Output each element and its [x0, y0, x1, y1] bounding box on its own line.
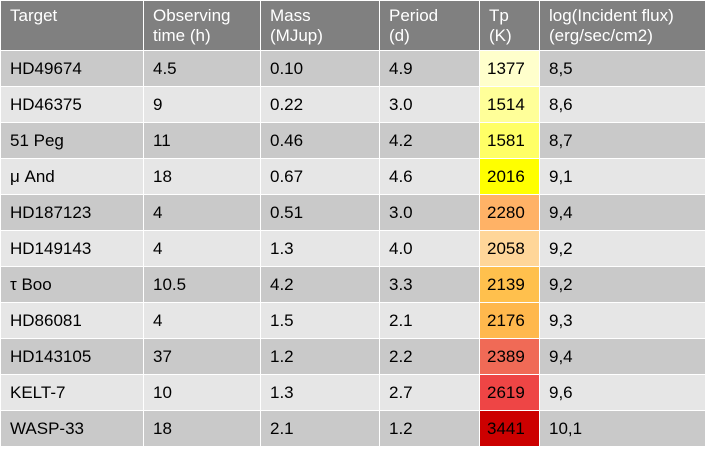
cell-target: HD86081: [0, 302, 144, 339]
cell-mass: 1.2: [260, 338, 380, 375]
cell-period: 4.0: [379, 230, 480, 267]
table-body: HD49674 4.5 0.10 4.9 1377 8,5 HD46375 9 0.22 3.0 1…: [0, 50, 705, 447]
cell-mass: 0.10: [260, 50, 380, 87]
cell-incident-flux: 8,7: [539, 122, 705, 159]
cell-tp: 2139: [479, 266, 540, 303]
cell-incident-flux: 8,5: [539, 50, 705, 87]
table-row: τ Boo 10.5 4.2 3.3 2139 9,2: [0, 266, 705, 303]
cell-observing-time: 4.5: [143, 50, 261, 87]
cell-target: μ And: [0, 158, 144, 195]
cell-mass: 1.3: [260, 230, 380, 267]
cell-mass: 0.67: [260, 158, 380, 195]
cell-tp: 2619: [479, 374, 540, 411]
header-incident-flux: log(Incident flux) (erg/sec/cm2): [539, 0, 705, 51]
cell-incident-flux: 9,2: [539, 230, 705, 267]
cell-observing-time: 4: [143, 230, 261, 267]
cell-target: 51 Peg: [0, 122, 144, 159]
header-tp: Tp (K): [479, 0, 540, 51]
cell-mass: 0.51: [260, 194, 380, 231]
header-target: Target: [0, 0, 144, 51]
table-row: KELT-7 10 1.3 2.7 2619 9,6: [0, 374, 705, 411]
table-row: WASP-33 18 2.1 1.2 3441 10,1: [0, 410, 705, 447]
cell-target: HD143105: [0, 338, 144, 375]
table-row: HD86081 4 1.5 2.1 2176 9,3: [0, 302, 705, 339]
cell-target: HD149143: [0, 230, 144, 267]
cell-period: 3.3: [379, 266, 480, 303]
cell-observing-time: 37: [143, 338, 261, 375]
cell-tp: 2016: [479, 158, 540, 195]
cell-observing-time: 11: [143, 122, 261, 159]
cell-period: 2.7: [379, 374, 480, 411]
cell-target: τ Boo: [0, 266, 144, 303]
cell-incident-flux: 8,6: [539, 86, 705, 123]
cell-period: 3.0: [379, 86, 480, 123]
table-row: HD46375 9 0.22 3.0 1514 8,6: [0, 86, 705, 123]
header-row: Target Observing time (h) Mass (MJup) Peri…: [0, 0, 705, 51]
cell-period: 2.2: [379, 338, 480, 375]
cell-period: 4.9: [379, 50, 480, 87]
table-row: HD187123 4 0.51 3.0 2280 9,4: [0, 194, 705, 231]
cell-target: HD49674: [0, 50, 144, 87]
cell-mass: 0.22: [260, 86, 380, 123]
header-mass: Mass (MJup): [260, 0, 380, 51]
cell-incident-flux: 9,1: [539, 158, 705, 195]
header-observing-time: Observing time (h): [143, 0, 261, 51]
cell-tp: 1581: [479, 122, 540, 159]
cell-target: HD46375: [0, 86, 144, 123]
cell-observing-time: 10.5: [143, 266, 261, 303]
cell-mass: 4.2: [260, 266, 380, 303]
cell-observing-time: 4: [143, 194, 261, 231]
cell-incident-flux: 9,6: [539, 374, 705, 411]
header-period: Period (d): [379, 0, 480, 51]
table-header: Target Observing time (h) Mass (MJup) Peri…: [0, 0, 705, 51]
cell-target: HD187123: [0, 194, 144, 231]
cell-observing-time: 18: [143, 158, 261, 195]
cell-target: WASP-33: [0, 410, 144, 447]
cell-tp: 2176: [479, 302, 540, 339]
cell-observing-time: 10: [143, 374, 261, 411]
table-row: HD143105 37 1.2 2.2 2389 9,4: [0, 338, 705, 375]
cell-mass: 0.46: [260, 122, 380, 159]
cell-tp: 1377: [479, 50, 540, 87]
cell-period: 2.1: [379, 302, 480, 339]
cell-observing-time: 4: [143, 302, 261, 339]
cell-mass: 1.5: [260, 302, 380, 339]
cell-tp: 3441: [479, 410, 540, 447]
cell-observing-time: 18: [143, 410, 261, 447]
cell-mass: 2.1: [260, 410, 380, 447]
cell-period: 3.0: [379, 194, 480, 231]
cell-period: 1.2: [379, 410, 480, 447]
cell-tp: 2389: [479, 338, 540, 375]
cell-target: KELT-7: [0, 374, 144, 411]
cell-incident-flux: 9,3: [539, 302, 705, 339]
cell-incident-flux: 10,1: [539, 410, 705, 447]
cell-incident-flux: 9,4: [539, 338, 705, 375]
cell-observing-time: 9: [143, 86, 261, 123]
cell-mass: 1.3: [260, 374, 380, 411]
cell-tp: 2280: [479, 194, 540, 231]
cell-tp: 1514: [479, 86, 540, 123]
table-row: μ And 18 0.67 4.6 2016 9,1: [0, 158, 705, 195]
cell-incident-flux: 9,2: [539, 266, 705, 303]
cell-period: 4.6: [379, 158, 480, 195]
table-row: 51 Peg 11 0.46 4.2 1581 8,7: [0, 122, 705, 159]
table-row: HD49674 4.5 0.10 4.9 1377 8,5: [0, 50, 705, 87]
cell-tp: 2058: [479, 230, 540, 267]
cell-incident-flux: 9,4: [539, 194, 705, 231]
cell-period: 4.2: [379, 122, 480, 159]
table-row: HD149143 4 1.3 4.0 2058 9,2: [0, 230, 705, 267]
